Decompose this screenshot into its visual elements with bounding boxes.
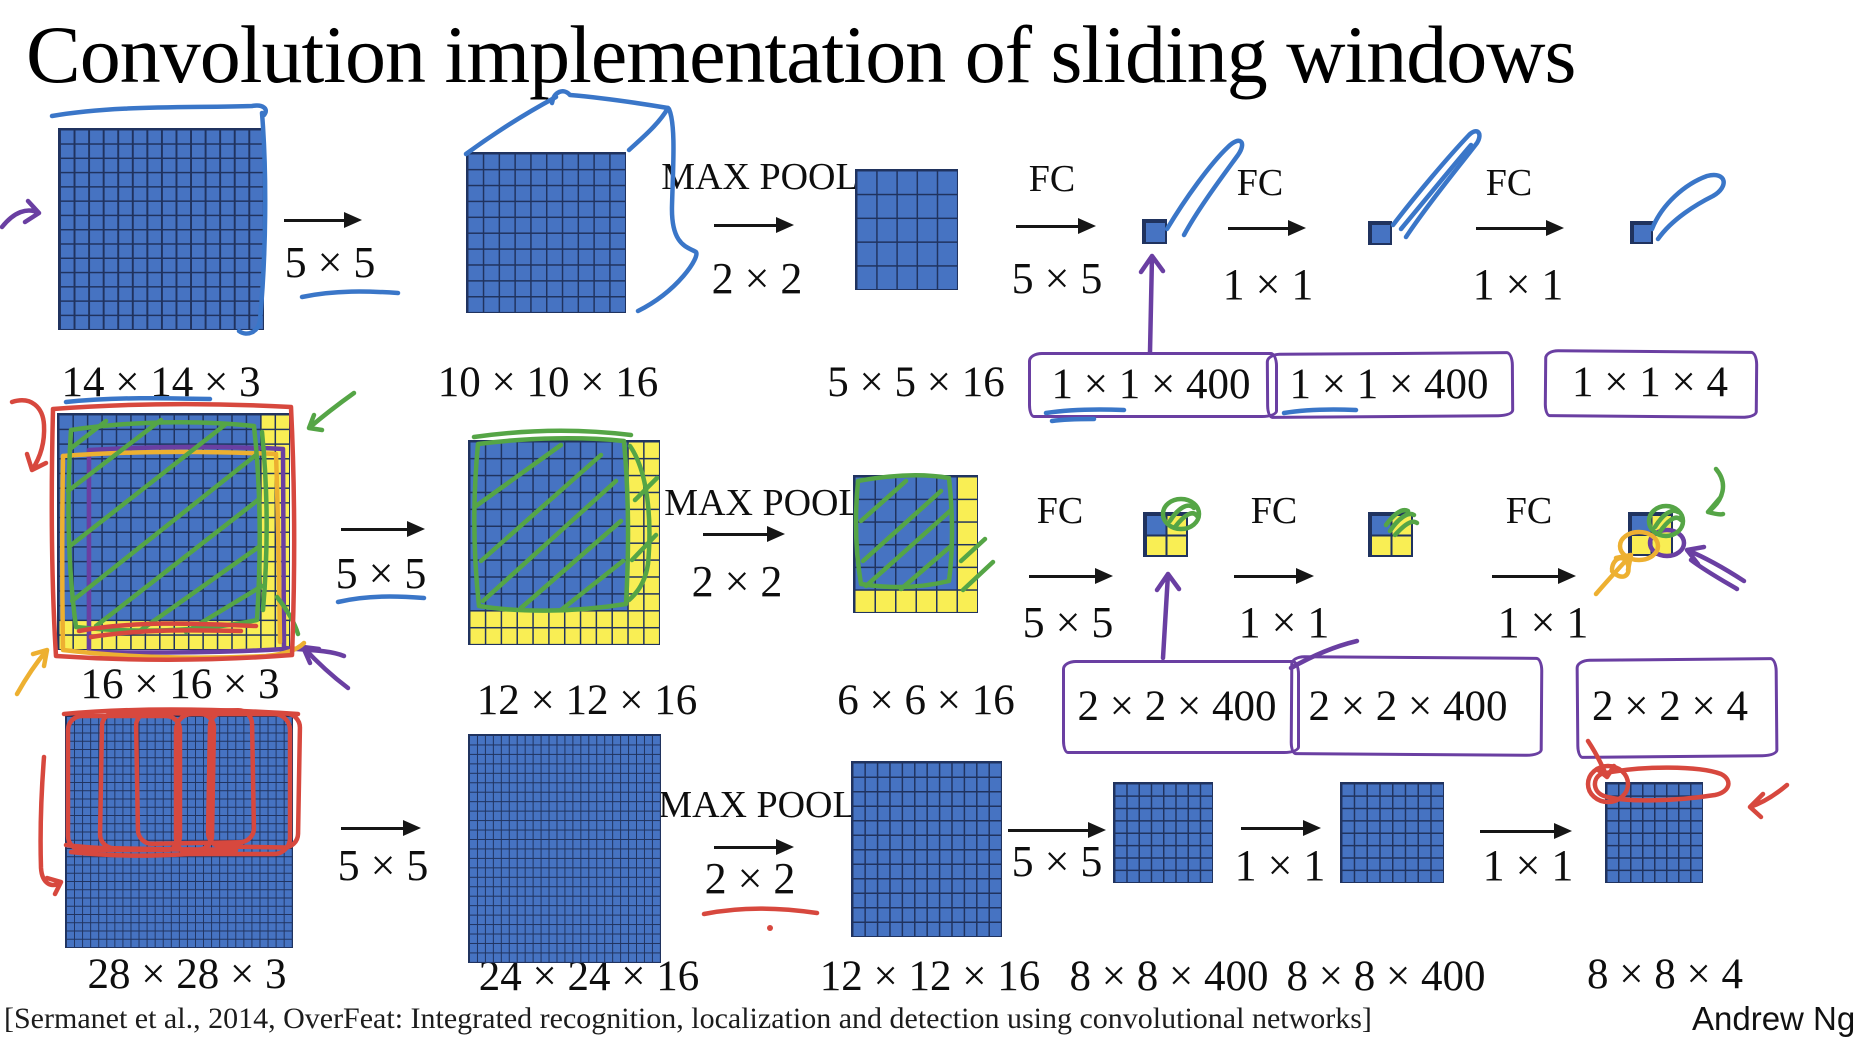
flow-arrow [341, 820, 421, 836]
op-name-label: MAX POOL [664, 482, 862, 524]
dim-label: 1 × 1 × 400 [1051, 361, 1251, 408]
grid-2x2x4-output [1628, 512, 1673, 556]
dim-label: 6 × 6 × 16 [837, 677, 1015, 724]
flow-arrow [1476, 220, 1564, 236]
grid-lines [57, 413, 290, 650]
flow-arrow [714, 217, 794, 233]
grid-1x1x4-output [1630, 221, 1653, 244]
grid-6x6x16 [853, 475, 978, 613]
op-name-label: MAX POOL [661, 156, 859, 198]
flow-arrow [1241, 820, 1321, 836]
grid-28x28x3-input [65, 715, 293, 948]
op-size-label: 5 × 5 [335, 549, 427, 598]
grid-lines [1113, 782, 1213, 883]
grid-lines [58, 128, 264, 330]
grid-1x1x400-b [1368, 221, 1392, 245]
grid-lines [851, 761, 1002, 937]
op-size-label: 1 × 1 [1238, 598, 1330, 647]
op-size-label: 2 × 2 [691, 557, 783, 606]
dim-label: 5 × 5 × 16 [827, 359, 1005, 406]
grid-lines [1340, 782, 1444, 883]
op-size-label: 1 × 1 [1234, 841, 1326, 890]
flow-arrow [714, 839, 794, 855]
slide-title: Convolution implementation of sliding wi… [26, 9, 1576, 100]
dim-label: 16 × 16 × 3 [80, 661, 280, 708]
op-name-label: FC [1485, 162, 1533, 204]
flow-arrow [703, 526, 785, 542]
flow-arrow [1480, 823, 1572, 839]
citation-text: [Sermanet et al., 2014, OverFeat: Integr… [4, 1002, 1372, 1035]
grid-8x8x400-b [1340, 782, 1444, 883]
op-name-label: FC [1028, 158, 1076, 200]
op-name-label: MAX POOL [658, 784, 856, 826]
op-size-label: 5 × 5 [1011, 837, 1103, 886]
grid-lines [853, 475, 978, 613]
dim-label: 10 × 10 × 16 [437, 359, 659, 406]
grid-lines [1628, 512, 1673, 556]
grid-lines [466, 152, 626, 313]
op-size-label: 5 × 5 [1022, 598, 1114, 647]
grid-lines [1143, 512, 1188, 557]
dim-label: 28 × 28 × 3 [87, 951, 287, 998]
dim-label: 8 × 8 × 400 [1286, 953, 1486, 1000]
flow-arrow [1008, 822, 1106, 838]
dim-label: 14 × 14 × 3 [61, 359, 261, 406]
author-credit: Andrew Ng [1692, 1000, 1856, 1037]
grid-2x2x400-b [1368, 512, 1413, 557]
dim-label: 1 × 1 × 4 [1571, 359, 1729, 406]
op-name-label: FC [1505, 490, 1553, 532]
grid-lines [468, 440, 660, 645]
grid-8x8x400-a [1113, 782, 1213, 883]
flow-arrow [1492, 568, 1576, 584]
op-size-label: 1 × 1 [1482, 841, 1574, 890]
op-size-label: 1 × 1 [1222, 260, 1314, 309]
grid-5x5x16 [855, 169, 958, 290]
grid-lines [1142, 219, 1167, 244]
grid-16x16x3-input [57, 413, 290, 650]
grid-8x8x4-output [1605, 782, 1703, 883]
hand-box-2x2x400-a [1062, 660, 1300, 754]
op-size-label: 1 × 1 [1497, 598, 1589, 647]
grid-lines [1368, 512, 1413, 557]
grid-10x10x16 [466, 152, 626, 313]
flow-arrow [284, 212, 362, 228]
grid-lines [65, 715, 293, 948]
grid-12x12x16 [468, 440, 660, 645]
grid-2x2x400-a [1143, 512, 1188, 557]
dim-label: 8 × 8 × 4 [1586, 951, 1744, 998]
grid-12x12x16-b [851, 761, 1002, 937]
op-size-label: 2 × 2 [711, 254, 803, 303]
grid-24x24x16 [468, 734, 661, 963]
dim-label: 12 × 12 × 16 [819, 953, 1041, 1000]
op-name-label: FC [1250, 490, 1298, 532]
dim-label: 2 × 2 × 400 [1308, 683, 1508, 730]
dim-label: 1 × 1 × 400 [1289, 361, 1489, 408]
op-size-label: 2 × 2 [704, 854, 796, 903]
flow-arrow [1029, 568, 1113, 584]
flow-arrow [1016, 218, 1096, 234]
dim-label: 12 × 12 × 16 [476, 677, 698, 724]
grid-lines [468, 734, 661, 963]
grid-14x14x3-input [58, 128, 264, 330]
grid-lines [855, 169, 958, 290]
op-size-label: 5 × 5 [337, 841, 429, 890]
op-name-label: FC [1036, 490, 1084, 532]
op-size-label: 5 × 5 [1011, 254, 1103, 303]
grid-lines [1630, 221, 1653, 244]
dim-label: 2 × 2 × 400 [1077, 683, 1277, 730]
op-size-label: 5 × 5 [284, 238, 376, 287]
op-name-label: FC [1236, 162, 1284, 204]
dim-label: 8 × 8 × 400 [1069, 953, 1269, 1000]
dim-label: 2 × 2 × 4 [1591, 683, 1749, 730]
flow-arrow [1228, 220, 1306, 236]
op-size-label: 1 × 1 [1472, 260, 1564, 309]
flow-arrow [1234, 568, 1314, 584]
grid-1x1x400-a [1142, 219, 1167, 244]
grid-lines [1368, 221, 1392, 245]
grid-lines [1605, 782, 1703, 883]
flow-arrow [341, 521, 425, 537]
